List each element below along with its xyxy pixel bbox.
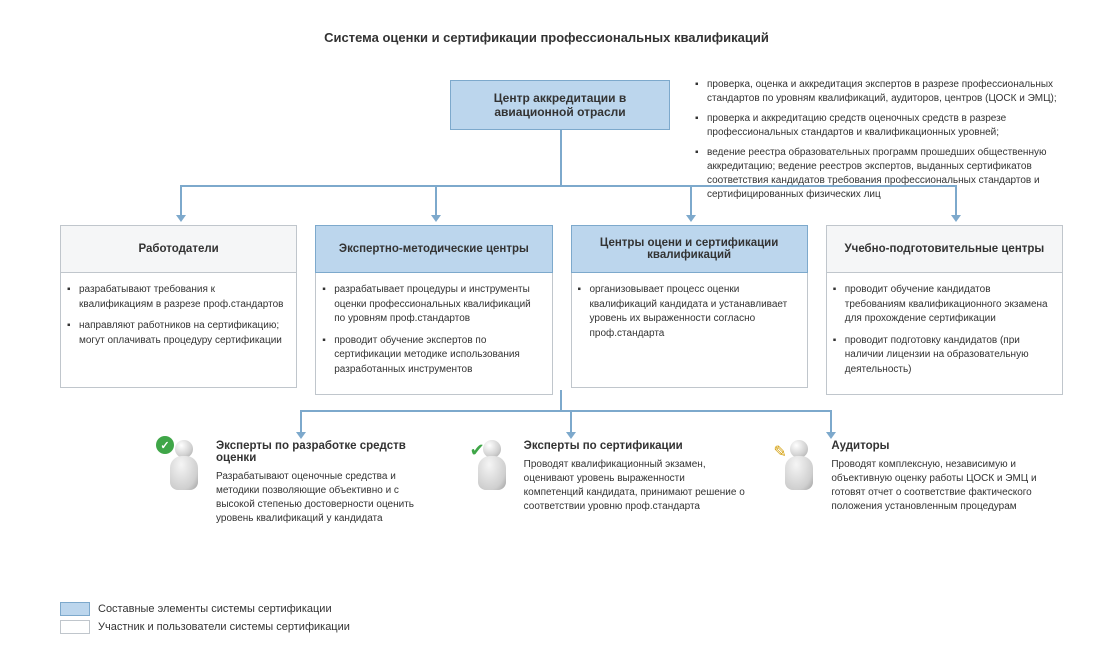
column-training-centers: Учебно-подготовительные центры проводит … xyxy=(826,225,1063,395)
expert-assessment-dev: ✓ Эксперты по разработке средств оценки … xyxy=(160,440,438,526)
column-employers: Работодатели разрабатывают требования к … xyxy=(60,225,297,395)
column-body: проводит обучение кандидатов требованиям… xyxy=(826,273,1063,395)
connector-line xyxy=(690,185,692,215)
expert-title: Эксперты по разработке средств оценки xyxy=(216,440,438,464)
legend-label: Участник и пользователи системы сертифик… xyxy=(98,621,350,633)
connector-line xyxy=(180,185,182,215)
connector-line xyxy=(180,185,955,187)
center-bullets: проверка, оценка и аккредитация эксперто… xyxy=(695,78,1075,208)
columns-row: Работодатели разрабатывают требования к … xyxy=(60,225,1063,395)
arrow-icon xyxy=(296,432,306,439)
arrow-icon xyxy=(686,215,696,222)
legend-label: Составные элементы системы сертификации xyxy=(98,603,332,615)
center-bullet: ведение реестра образовательных программ… xyxy=(695,146,1075,202)
expert-desc: Проводят комплексную, независимую и объе… xyxy=(831,458,1053,514)
connector-line xyxy=(435,185,437,215)
legend: Составные элементы системы сертификации … xyxy=(60,602,350,638)
legend-swatch-white xyxy=(60,620,90,634)
column-body: разрабатывают требования к квалификациям… xyxy=(60,273,297,388)
connector-line xyxy=(570,410,572,432)
experts-row: ✓ Эксперты по разработке средств оценки … xyxy=(160,440,1053,526)
column-bullet: проводит обучение экспертов по сертифика… xyxy=(322,334,539,378)
page-title: Система оценки и сертификации профессион… xyxy=(0,30,1093,45)
expert-title: Аудиторы xyxy=(831,440,1053,452)
column-cert-centers: Центры оцени и сертификации квалификаций… xyxy=(571,225,808,395)
figure-icon: ✓ xyxy=(160,440,208,500)
arrow-icon xyxy=(176,215,186,222)
expert-auditors: ✎ Аудиторы Проводят комплексную, независ… xyxy=(775,440,1053,526)
legend-row: Участник и пользователи системы сертифик… xyxy=(60,620,350,634)
arrow-icon xyxy=(431,215,441,222)
column-header: Центры оцени и сертификации квалификаций xyxy=(571,225,808,273)
column-header: Работодатели xyxy=(60,225,297,273)
figure-icon: ✎ xyxy=(775,440,823,500)
column-bullet: разрабатывает процедуры и инструменты оц… xyxy=(322,283,539,327)
expert-certification: ✔ Эксперты по сертификации Проводят квал… xyxy=(468,440,746,526)
arrow-icon xyxy=(951,215,961,222)
column-header: Экспертно-методические центры xyxy=(315,225,552,273)
connector-line xyxy=(955,185,957,215)
center-bullet: проверка и аккредитацию средств оценочны… xyxy=(695,112,1075,140)
legend-swatch-blue xyxy=(60,602,90,616)
column-bullet: направляют работников на сертификацию; м… xyxy=(67,319,284,348)
connector-line xyxy=(560,390,562,410)
connector-line xyxy=(560,130,562,185)
expert-desc: Разрабатывают оценочные средства и метод… xyxy=(216,470,438,526)
center-bullet: проверка, оценка и аккредитация эксперто… xyxy=(695,78,1075,106)
legend-row: Составные элементы системы сертификации xyxy=(60,602,350,616)
column-bullet: разрабатывают требования к квалификациям… xyxy=(67,283,284,312)
column-expert-centers: Экспертно-методические центры разрабатыв… xyxy=(315,225,552,395)
connector-line xyxy=(830,410,832,432)
expert-title: Эксперты по сертификации xyxy=(524,440,746,452)
column-bullet: проводит обучение кандидатов требованиям… xyxy=(833,283,1050,327)
expert-desc: Проводят квалификационный экзамен, оцени… xyxy=(524,458,746,514)
arrow-icon xyxy=(566,432,576,439)
figure-icon: ✔ xyxy=(468,440,516,500)
column-bullet: организовывает процесс оценки квалификац… xyxy=(578,283,795,341)
column-body: разрабатывает процедуры и инструменты оц… xyxy=(315,273,552,395)
connector-line xyxy=(300,410,302,432)
column-body: организовывает процесс оценки квалификац… xyxy=(571,273,808,388)
column-header: Учебно-подготовительные центры xyxy=(826,225,1063,273)
arrow-icon xyxy=(826,432,836,439)
center-accreditation-box: Центр аккредитации в авиационной отрасли xyxy=(450,80,670,130)
column-bullet: проводит подготовку кандидатов (при нали… xyxy=(833,334,1050,378)
connector-line xyxy=(300,410,830,412)
